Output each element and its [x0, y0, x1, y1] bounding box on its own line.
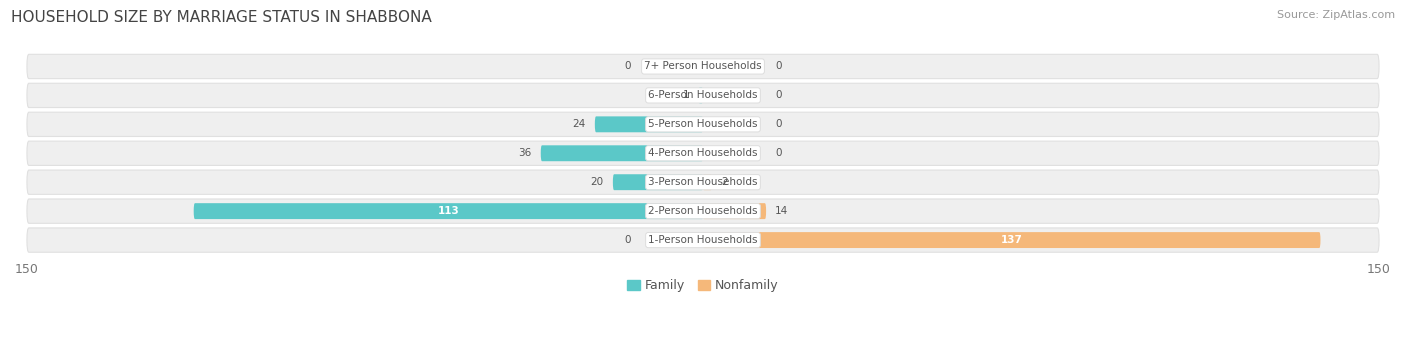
Text: HOUSEHOLD SIZE BY MARRIAGE STATUS IN SHABBONA: HOUSEHOLD SIZE BY MARRIAGE STATUS IN SHA…: [11, 10, 432, 25]
Text: 113: 113: [437, 206, 460, 216]
FancyBboxPatch shape: [699, 87, 703, 103]
Text: 0: 0: [775, 119, 782, 129]
Text: 2-Person Households: 2-Person Households: [648, 206, 758, 216]
Legend: Family, Nonfamily: Family, Nonfamily: [623, 274, 783, 297]
Text: 1: 1: [683, 90, 689, 100]
FancyBboxPatch shape: [613, 174, 703, 190]
FancyBboxPatch shape: [194, 203, 703, 219]
FancyBboxPatch shape: [703, 174, 711, 190]
Text: 14: 14: [775, 206, 789, 216]
Text: Source: ZipAtlas.com: Source: ZipAtlas.com: [1277, 10, 1395, 20]
FancyBboxPatch shape: [703, 232, 1320, 248]
Text: 137: 137: [1001, 235, 1022, 245]
Text: 36: 36: [519, 148, 531, 158]
Text: 0: 0: [775, 148, 782, 158]
Text: 0: 0: [624, 61, 631, 72]
Text: 3-Person Households: 3-Person Households: [648, 177, 758, 187]
Text: 4-Person Households: 4-Person Households: [648, 148, 758, 158]
Text: 0: 0: [775, 61, 782, 72]
FancyBboxPatch shape: [595, 116, 703, 132]
Text: 24: 24: [572, 119, 586, 129]
FancyBboxPatch shape: [27, 141, 1379, 165]
Text: 20: 20: [591, 177, 603, 187]
FancyBboxPatch shape: [27, 83, 1379, 107]
FancyBboxPatch shape: [27, 112, 1379, 136]
FancyBboxPatch shape: [27, 199, 1379, 223]
FancyBboxPatch shape: [27, 228, 1379, 252]
FancyBboxPatch shape: [27, 54, 1379, 79]
Text: 2: 2: [721, 177, 728, 187]
Text: 0: 0: [624, 235, 631, 245]
Text: 6-Person Households: 6-Person Households: [648, 90, 758, 100]
FancyBboxPatch shape: [703, 203, 766, 219]
FancyBboxPatch shape: [541, 145, 703, 161]
Text: 7+ Person Households: 7+ Person Households: [644, 61, 762, 72]
Text: 1-Person Households: 1-Person Households: [648, 235, 758, 245]
FancyBboxPatch shape: [27, 170, 1379, 194]
Text: 0: 0: [775, 90, 782, 100]
Text: 5-Person Households: 5-Person Households: [648, 119, 758, 129]
